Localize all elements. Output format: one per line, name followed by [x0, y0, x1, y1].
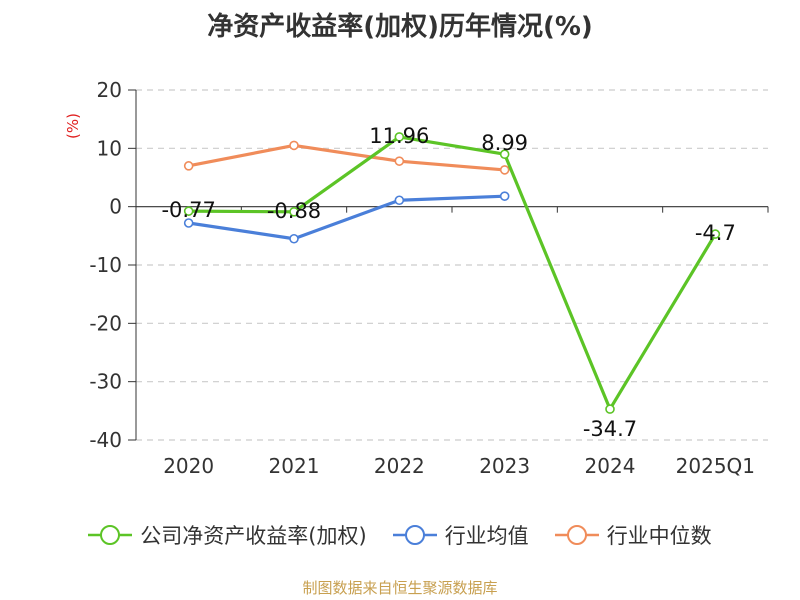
- data-label: -34.7: [583, 417, 637, 441]
- data-point: [183, 218, 194, 228]
- data-point: [394, 195, 405, 206]
- data-point: [394, 132, 405, 142]
- y-tick-label: -20: [89, 311, 122, 335]
- source-note: 制图数据来自恒生聚源数据库: [302, 579, 498, 597]
- x-tick-label: 2020: [163, 454, 214, 478]
- legend-label: 行业中位数: [606, 524, 712, 548]
- data-point: [289, 207, 299, 217]
- data-point: [183, 206, 194, 216]
- legend: 公司净资产收益率(加权) 行业均值 行业中位数: [0, 520, 800, 550]
- data-point: [394, 156, 405, 166]
- legend-label: 公司净资产收益率(加权): [140, 524, 367, 548]
- series-line: [188, 143, 505, 172]
- data-label: 8.99: [481, 131, 528, 155]
- data-point: [605, 404, 615, 414]
- data-point: [710, 229, 721, 239]
- y-tick-label: 10: [97, 136, 122, 160]
- grid-layer: [136, 89, 768, 441]
- data-label: -4.7: [695, 221, 736, 245]
- y-tick-label: -30: [89, 370, 122, 394]
- series-line: [188, 135, 717, 411]
- series-layer: [183, 132, 721, 414]
- data-label: -0.88: [267, 199, 321, 223]
- series-line: [188, 194, 505, 241]
- y-tick-label: 20: [97, 78, 122, 102]
- legend-label: 行业均值: [444, 524, 529, 548]
- data-point: [289, 140, 299, 151]
- y-tick-label: 0: [109, 195, 122, 219]
- data-label: 11.96: [369, 124, 429, 148]
- legend-item[interactable]: 行业中位数: [554, 520, 712, 550]
- x-tick-label: 2023: [479, 454, 530, 478]
- chart-title: 净资产收益率(加权)历年情况(%): [207, 12, 593, 42]
- label-layer: -0.77 -0.88 11.96 8.99 -34.7 -4.7: [161, 124, 735, 441]
- data-point: [183, 161, 194, 171]
- y-tick-label: -10: [89, 253, 122, 277]
- x-tick-label: 2025Q1: [676, 454, 755, 478]
- y-tick-label: -40: [89, 428, 122, 452]
- data-point: [499, 149, 510, 160]
- legend-swatch-icon: [88, 525, 133, 545]
- x-tick-label: 2024: [585, 454, 636, 478]
- axis-layer: 20 10 0 -10 -20 -30 -40 (%) 2020 2021 2022 2023 2024…: [64, 78, 769, 478]
- data-point: [499, 191, 510, 201]
- x-tick-label: 2021: [269, 454, 320, 478]
- data-label: -0.77: [161, 198, 215, 222]
- data-point: [499, 165, 510, 175]
- legend-item[interactable]: 公司净资产收益率(加权): [88, 520, 367, 550]
- data-point: [289, 233, 299, 244]
- legend-swatch-icon: [392, 525, 437, 545]
- legend-item[interactable]: 行业均值: [392, 520, 529, 550]
- x-tick-label: 2022: [374, 454, 425, 478]
- y-axis-unit-label: (%): [64, 113, 82, 139]
- legend-swatch-icon: [554, 525, 599, 545]
